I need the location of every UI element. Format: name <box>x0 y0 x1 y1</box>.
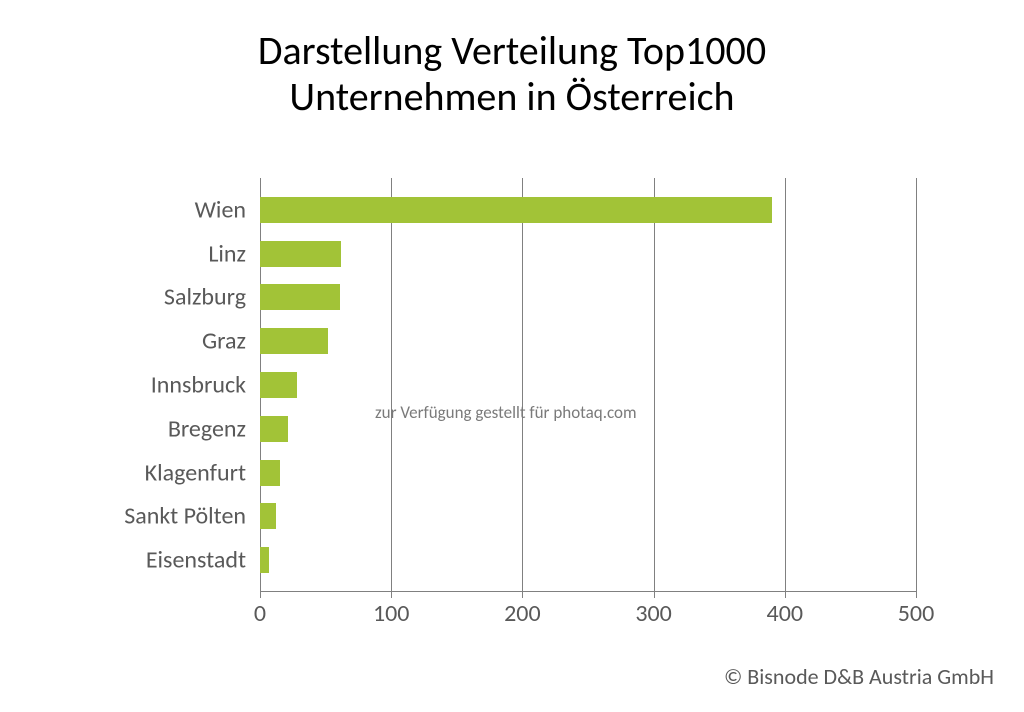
bar-row: Innsbruck <box>260 372 916 398</box>
bar <box>260 197 772 223</box>
bar <box>260 241 341 267</box>
bar <box>260 547 269 573</box>
x-tick-mark <box>785 592 786 598</box>
x-tick-label: 400 <box>767 599 804 628</box>
bar <box>260 284 340 310</box>
title-line-1: Darstellung Verteilung Top1000 <box>258 26 766 75</box>
x-tick-label: 200 <box>504 599 541 628</box>
bar-row: Sankt Pölten <box>260 503 916 529</box>
x-tick-label: 500 <box>898 599 935 628</box>
bar-row: Klagenfurt <box>260 460 916 486</box>
x-tick-mark <box>654 592 655 598</box>
bar <box>260 416 288 442</box>
bar <box>260 503 276 529</box>
x-tick-mark <box>260 592 261 598</box>
y-category-label: Klagenfurt <box>145 458 260 487</box>
chart-title: Darstellung Verteilung Top1000 Unternehm… <box>0 28 1024 120</box>
y-category-label: Salzburg <box>164 283 260 312</box>
y-category-label: Sankt Pölten <box>124 502 260 531</box>
y-category-label: Wien <box>195 195 260 224</box>
x-tick-label: 0 <box>254 599 266 628</box>
bar <box>260 460 280 486</box>
bar-row: Eisenstadt <box>260 547 916 573</box>
y-category-label: Linz <box>208 239 260 268</box>
y-category-label: Bregenz <box>168 414 260 443</box>
chart-container: Darstellung Verteilung Top1000 Unternehm… <box>0 0 1024 712</box>
x-tick-mark <box>391 592 392 598</box>
y-category-label: Eisenstadt <box>146 546 260 575</box>
copyright-text: © Bisnode D&B Austria GmbH <box>724 663 994 690</box>
bar-row: Linz <box>260 241 916 267</box>
bar-row: Wien <box>260 197 916 223</box>
bar-row: Salzburg <box>260 284 916 310</box>
x-tick-mark <box>522 592 523 598</box>
x-axis-line <box>260 591 916 592</box>
title-line-2: Unternehmen in Österreich <box>289 72 734 121</box>
y-category-label: Graz <box>202 327 260 356</box>
y-category-label: Innsbruck <box>151 371 260 400</box>
plot-area: 0100200300400500WienLinzSalzburgGrazInns… <box>260 178 916 592</box>
bar <box>260 328 328 354</box>
x-tick-mark <box>916 592 917 598</box>
bar <box>260 372 297 398</box>
watermark-text: zur Verfügung gestellt für photaq.com <box>375 402 637 423</box>
x-tick-label: 100 <box>373 599 410 628</box>
gridline <box>916 178 917 592</box>
bar-row: Graz <box>260 328 916 354</box>
x-tick-label: 300 <box>635 599 672 628</box>
